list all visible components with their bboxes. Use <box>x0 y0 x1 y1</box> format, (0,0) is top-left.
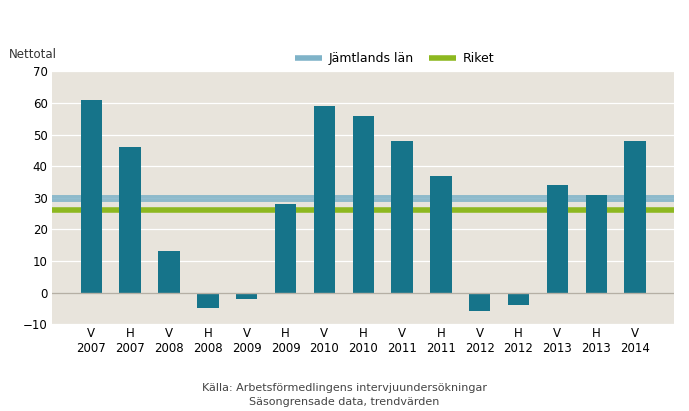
Bar <box>158 252 180 293</box>
Bar <box>119 147 141 293</box>
Bar <box>275 204 296 293</box>
Text: Nettotal: Nettotal <box>9 48 57 61</box>
Bar <box>197 293 218 308</box>
Bar <box>508 293 529 305</box>
Bar <box>81 100 102 293</box>
Bar <box>313 106 335 293</box>
Bar <box>624 141 646 293</box>
Bar <box>586 194 607 293</box>
Bar <box>391 141 413 293</box>
Bar <box>546 185 568 293</box>
Bar <box>353 115 374 293</box>
Bar <box>430 175 451 293</box>
Bar <box>469 293 491 312</box>
Legend: Jämtlands län, Riket: Jämtlands län, Riket <box>289 47 499 70</box>
Bar <box>236 293 258 299</box>
Text: Källa: Arbetsförmedlingens intervjuundersökningar
Säsongrensade data, trendvärde: Källa: Arbetsförmedlingens intervjuunder… <box>202 383 487 407</box>
